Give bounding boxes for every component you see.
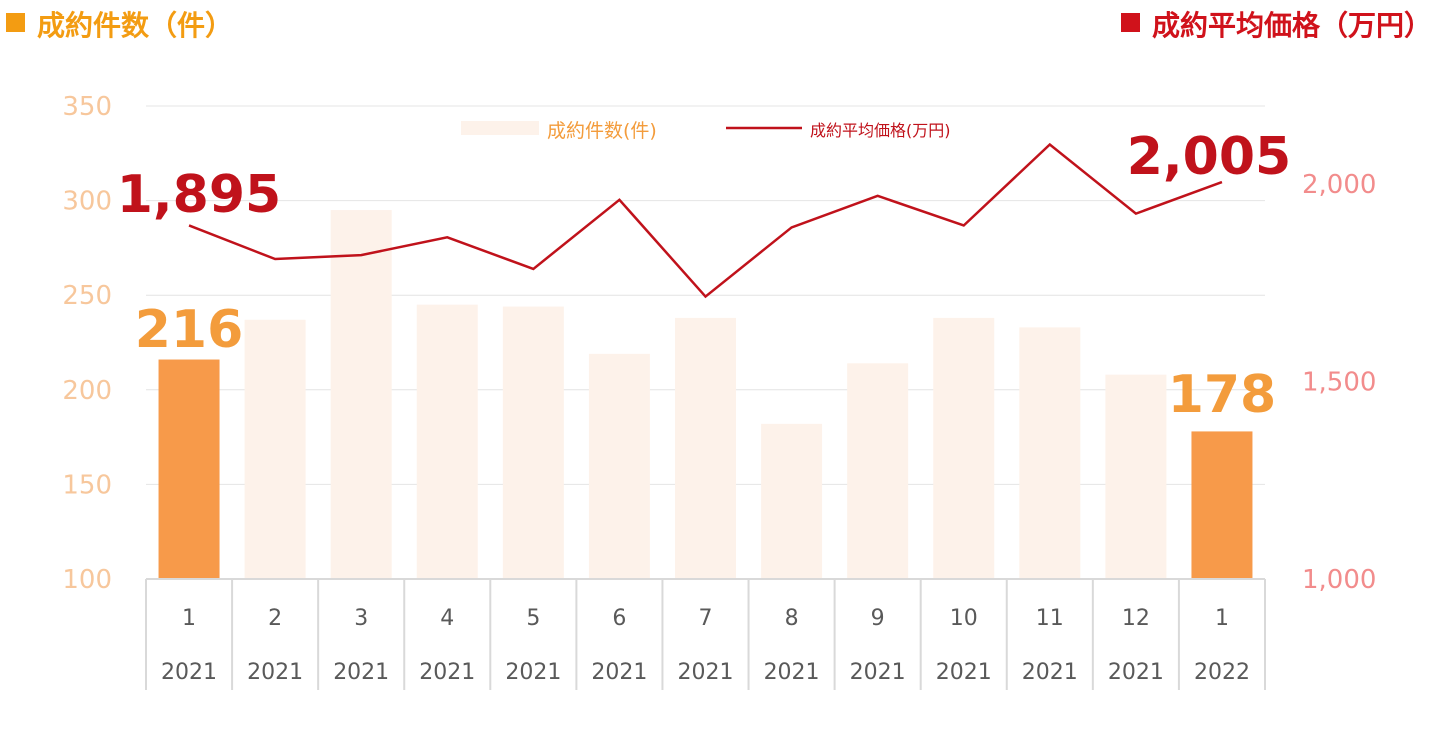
x-axis-month-label: 7 <box>699 606 713 631</box>
x-axis-month-label: 3 <box>354 606 368 631</box>
right-axis-tick-label: 1,000 <box>1302 565 1376 595</box>
right-axis-header: 成約平均価格（万円） <box>1120 4 1432 44</box>
bar <box>1105 374 1167 579</box>
bar <box>675 317 736 579</box>
left-axis: 100 150 200 250 300 350 <box>62 92 112 595</box>
x-axis-month-label: 8 <box>785 606 799 631</box>
data-label-last-count: 178 <box>1168 365 1277 425</box>
x-axis-month-label: 11 <box>1036 606 1064 631</box>
x-axis-year-label: 2021 <box>1022 660 1078 685</box>
left-axis-header-label: 成約件数（件） <box>37 9 234 42</box>
data-labels: 216 178 1,895 2,005 <box>117 127 1291 425</box>
bar <box>1191 431 1253 579</box>
left-axis-tick-label: 250 <box>62 281 112 311</box>
bar <box>244 319 306 579</box>
bar <box>330 210 392 579</box>
left-axis-tick-label: 100 <box>62 565 112 595</box>
x-axis-year-label: 2021 <box>161 660 217 685</box>
x-axis-year-label: 2021 <box>678 660 734 685</box>
left-axis-tick-label: 150 <box>62 470 112 500</box>
x-axis-year-label: 2021 <box>333 660 389 685</box>
x-axis-year-label: 2021 <box>1108 660 1164 685</box>
x-axis-month-label: 4 <box>440 606 454 631</box>
x-axis-year-label: 2021 <box>505 660 561 685</box>
legend-bar-label: 成約件数(件) <box>547 120 657 142</box>
bar <box>502 306 564 579</box>
legend-bar-swatch <box>461 121 539 135</box>
x-axis-year-label: 2021 <box>419 660 475 685</box>
right-axis-header-label: 成約平均価格（万円） <box>1151 9 1432 42</box>
x-axis-year-label: 2021 <box>936 660 992 685</box>
x-axis-year-label: 2021 <box>850 660 906 685</box>
x-axis-month-label: 9 <box>871 606 885 631</box>
left-axis-tick-label: 350 <box>62 92 112 122</box>
x-axis-month-label: 5 <box>526 606 540 631</box>
x-axis-month-label: 6 <box>612 606 626 631</box>
red-square-icon <box>1120 13 1140 32</box>
data-label-last-price: 2,005 <box>1127 127 1291 187</box>
x-axis-month-label: 1 <box>1215 606 1229 631</box>
x-axis-month-label: 12 <box>1122 606 1150 631</box>
x-axis-month-label: 2 <box>268 606 282 631</box>
left-axis-tick-label: 200 <box>62 376 112 406</box>
x-axis-month-label: 10 <box>950 606 978 631</box>
x-axis-year-label: 2021 <box>591 660 647 685</box>
line-series <box>188 142 1223 299</box>
bar <box>847 363 909 579</box>
bar <box>1019 327 1081 579</box>
left-axis-header: 成約件数（件） <box>6 4 233 44</box>
bar <box>588 353 650 579</box>
right-axis-tick-label: 1,500 <box>1302 368 1376 398</box>
right-axis: 1,000 1,500 2,000 <box>1302 170 1376 595</box>
bar <box>933 317 995 579</box>
legend-line-label: 成約平均価格(万円) <box>810 121 951 140</box>
x-axis-year-label: 2021 <box>247 660 303 685</box>
x-axis-year-label: 2022 <box>1194 660 1250 685</box>
price-line <box>188 142 1223 299</box>
x-axis-month-label: 1 <box>182 606 196 631</box>
bar <box>158 359 220 579</box>
data-label-first-price: 1,895 <box>117 165 281 225</box>
bar <box>761 423 823 579</box>
right-axis-tick-label: 2,000 <box>1302 170 1376 200</box>
x-axis-year-label: 2021 <box>764 660 820 685</box>
x-axis: 1 2021 2 2021 3 2021 4 2021 5 2021 6 2021 7 2021 8 2021… <box>145 578 1266 690</box>
orange-square-icon <box>6 13 25 32</box>
legend: 成約件数(件) 成約平均価格(万円) <box>461 120 951 142</box>
bar <box>416 304 478 579</box>
left-axis-tick-label: 300 <box>62 187 112 217</box>
bar-series <box>158 210 1253 579</box>
data-label-first-count: 216 <box>135 300 244 360</box>
